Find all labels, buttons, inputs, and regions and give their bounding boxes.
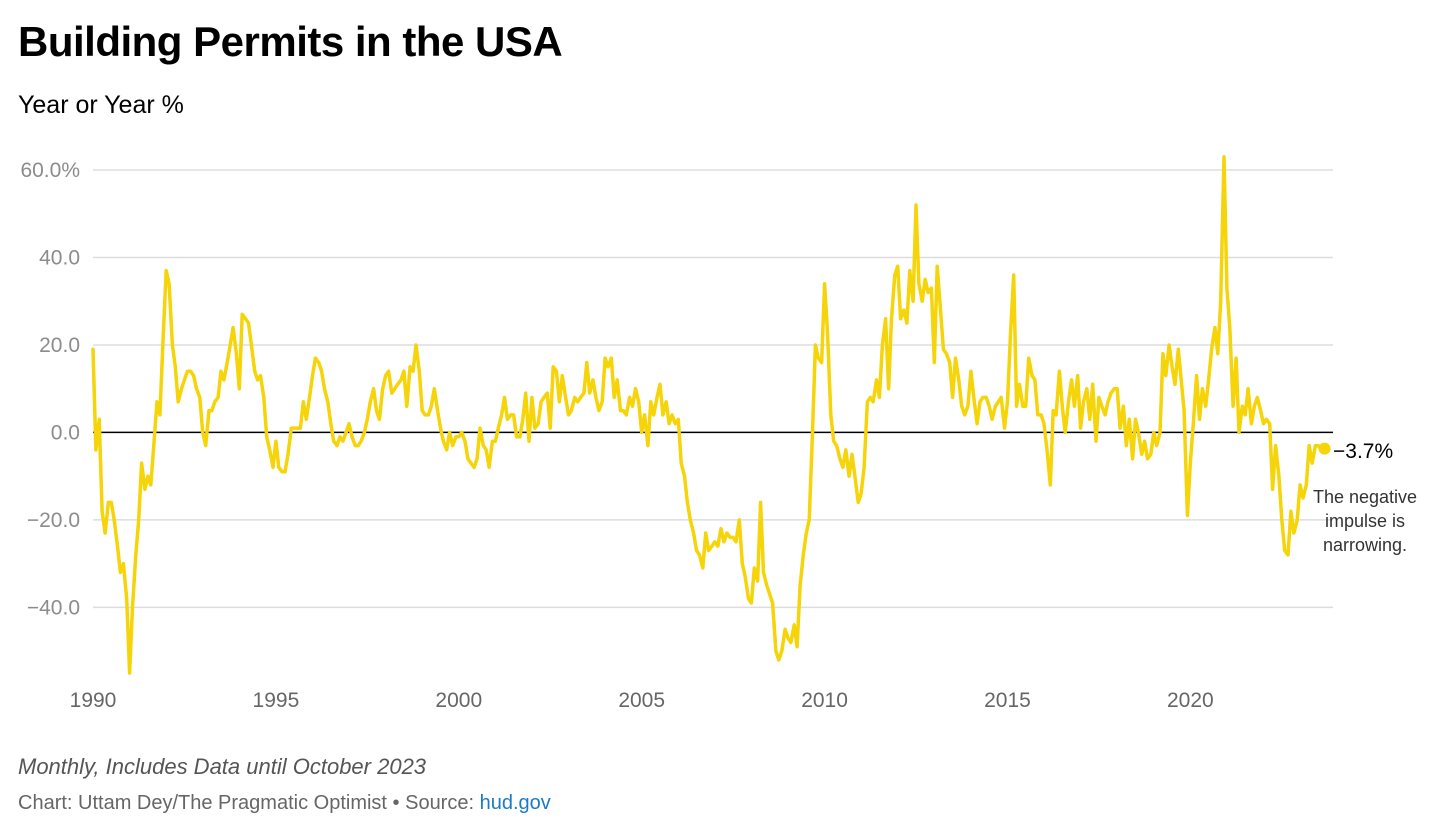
chart-notes: Monthly, Includes Data until October 202… [18, 754, 427, 779]
x-tick-label: 2020 [1167, 689, 1214, 712]
last-point-marker [1318, 442, 1331, 455]
x-tick-label: 2010 [801, 689, 848, 712]
x-tick-label: 2015 [984, 689, 1031, 712]
y-tick-label: −20.0 [27, 509, 80, 532]
y-tick-label: 20.0 [39, 334, 80, 357]
chart-source: Chart: Uttam Dey/The Pragmatic Optimist … [18, 792, 551, 815]
series-line [91, 155, 1327, 675]
y-tick-label: 60.0% [20, 159, 80, 182]
source-link[interactable]: hud.gov [479, 792, 551, 814]
x-tick-label: 2005 [618, 689, 665, 712]
y-tick-label: 0.0 [51, 421, 80, 444]
x-tick-label: 1990 [70, 689, 117, 712]
y-tick-label: 40.0 [39, 246, 80, 269]
x-tick-label: 1995 [253, 689, 300, 712]
x-tick-label: 2000 [435, 689, 482, 712]
source-credit: Chart: Uttam Dey/The Pragmatic Optimist … [18, 792, 480, 814]
chart-annotation: The negative impulse is narrowing. [1312, 487, 1418, 555]
chart-title: Building Permits in the USA [18, 18, 563, 65]
last-value-label: −3.7% [1333, 440, 1394, 463]
chart-subtitle: Year or Year % [18, 91, 184, 119]
y-tick-label: −40.0 [27, 596, 80, 619]
